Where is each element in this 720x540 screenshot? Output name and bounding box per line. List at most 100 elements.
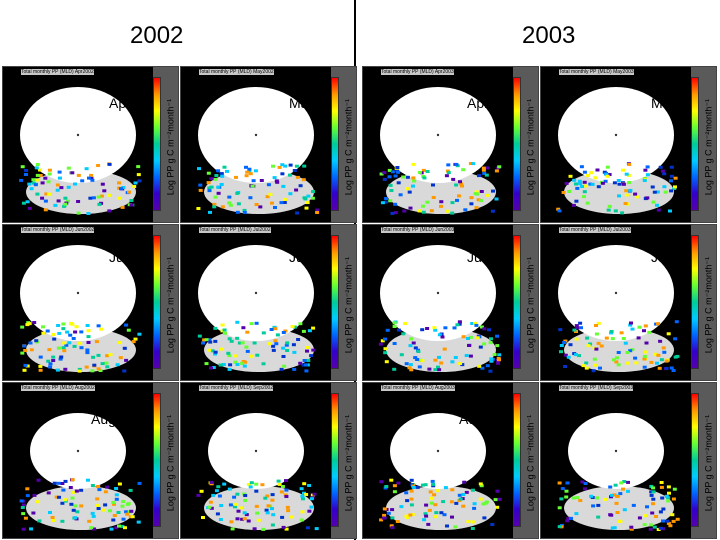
pp-pixel [626,489,630,493]
pp-pixel [137,481,142,485]
pp-pixel [197,167,201,171]
pp-pixel [450,211,455,215]
pp-pixel [565,519,570,523]
pp-pixel [301,363,306,367]
arctic-map [363,225,513,380]
pp-pixel [268,192,273,196]
pp-pixel [673,337,678,341]
pp-pixel [437,333,442,337]
pp-pixel [234,175,238,179]
pp-pixel [392,325,397,328]
pp-pixel [90,484,95,487]
pp-pixel [312,492,317,496]
pp-pixel [219,504,224,507]
pp-pixel [453,525,458,529]
pp-pixel [411,485,416,489]
pp-pixel [245,330,250,334]
month-label: June [467,249,498,265]
pp-pixel [207,338,212,342]
pp-pixel [282,198,287,201]
pp-pixel [379,480,384,484]
pp-pixel [613,483,618,487]
pp-pixel [622,480,627,483]
pp-pixel [651,200,656,204]
pp-pixel [497,358,501,362]
pp-pixel [29,348,34,352]
pp-pixel [47,348,52,352]
pp-pixel [21,512,26,516]
pp-pixel [673,185,677,189]
pp-pixel [244,345,249,349]
month-label: July [289,249,314,265]
panel-title: Total monthly PP (MLD) Jun2002 [21,227,95,233]
month-label: August [459,411,503,427]
pp-pixel [244,174,249,178]
pp-pixel [470,520,475,524]
pp-pixel [21,201,26,205]
pp-pixel [603,497,607,501]
map-panel: Total monthly PP (MLD) Jul2002 July Log … [180,224,357,381]
colorbar-label: Log PP g C m⁻²month⁻¹ [703,256,714,354]
pp-pixel [236,202,241,206]
pp-pixel [559,344,564,347]
pp-pixel [227,195,232,199]
pp-pixel [228,203,233,207]
pp-pixel [285,505,290,509]
pp-pixel [485,193,490,197]
pp-pixel [574,512,579,516]
pp-pixel [292,367,297,371]
pp-pixel [624,193,629,197]
pp-pixel [280,172,285,176]
pp-pixel [52,337,57,341]
pp-pixel [426,522,431,526]
pp-pixel [219,172,224,176]
pp-pixel [451,177,456,181]
pp-pixel [420,328,425,332]
pp-pixel [79,346,84,350]
pp-pixel [472,506,477,510]
pp-pixel [616,351,621,354]
pp-pixel [273,339,278,343]
pp-pixel [634,361,639,365]
pp-pixel [647,330,652,334]
pp-pixel [290,515,294,519]
pp-pixel [59,186,64,190]
arctic-map [363,383,513,538]
map-panel: Total monthly PP (MLD) Aug2003 August Lo… [362,382,539,539]
pp-pixel [401,332,406,336]
pp-pixel [626,480,630,484]
pp-pixel [210,349,215,353]
pp-pixel [64,343,69,347]
pp-pixel [454,183,459,187]
pp-pixel [575,326,580,330]
pp-pixel [305,346,310,349]
pp-pixel [415,358,420,361]
pp-pixel [561,191,566,194]
pp-pixel [48,362,53,366]
pp-pixel [288,163,293,167]
pp-pixel [651,486,656,490]
pp-pixel [222,165,227,169]
pp-pixel [430,479,435,483]
colorbar [691,77,699,211]
pp-pixel [642,329,646,333]
pp-pixel [575,186,580,190]
pp-pixel [35,173,40,177]
pp-pixel [417,209,422,213]
panel-title: Total monthly PP (MLD) Sep2002 [199,385,274,391]
pp-pixel [307,509,312,513]
pp-pixel [314,527,319,531]
pole-marker [76,449,80,453]
pp-pixel [387,175,392,179]
pp-pixel [478,497,483,501]
pp-pixel [417,170,422,174]
map-panel: Total monthly PP (MLD) Jun2002 June Log … [2,224,179,381]
pp-pixel [596,185,601,189]
pp-pixel [633,192,638,196]
pp-pixel [227,201,232,205]
pp-pixel [45,329,50,333]
pp-pixel [305,201,310,204]
pp-pixel [56,481,61,485]
pp-pixel [233,505,237,509]
pp-pixel [481,502,486,506]
